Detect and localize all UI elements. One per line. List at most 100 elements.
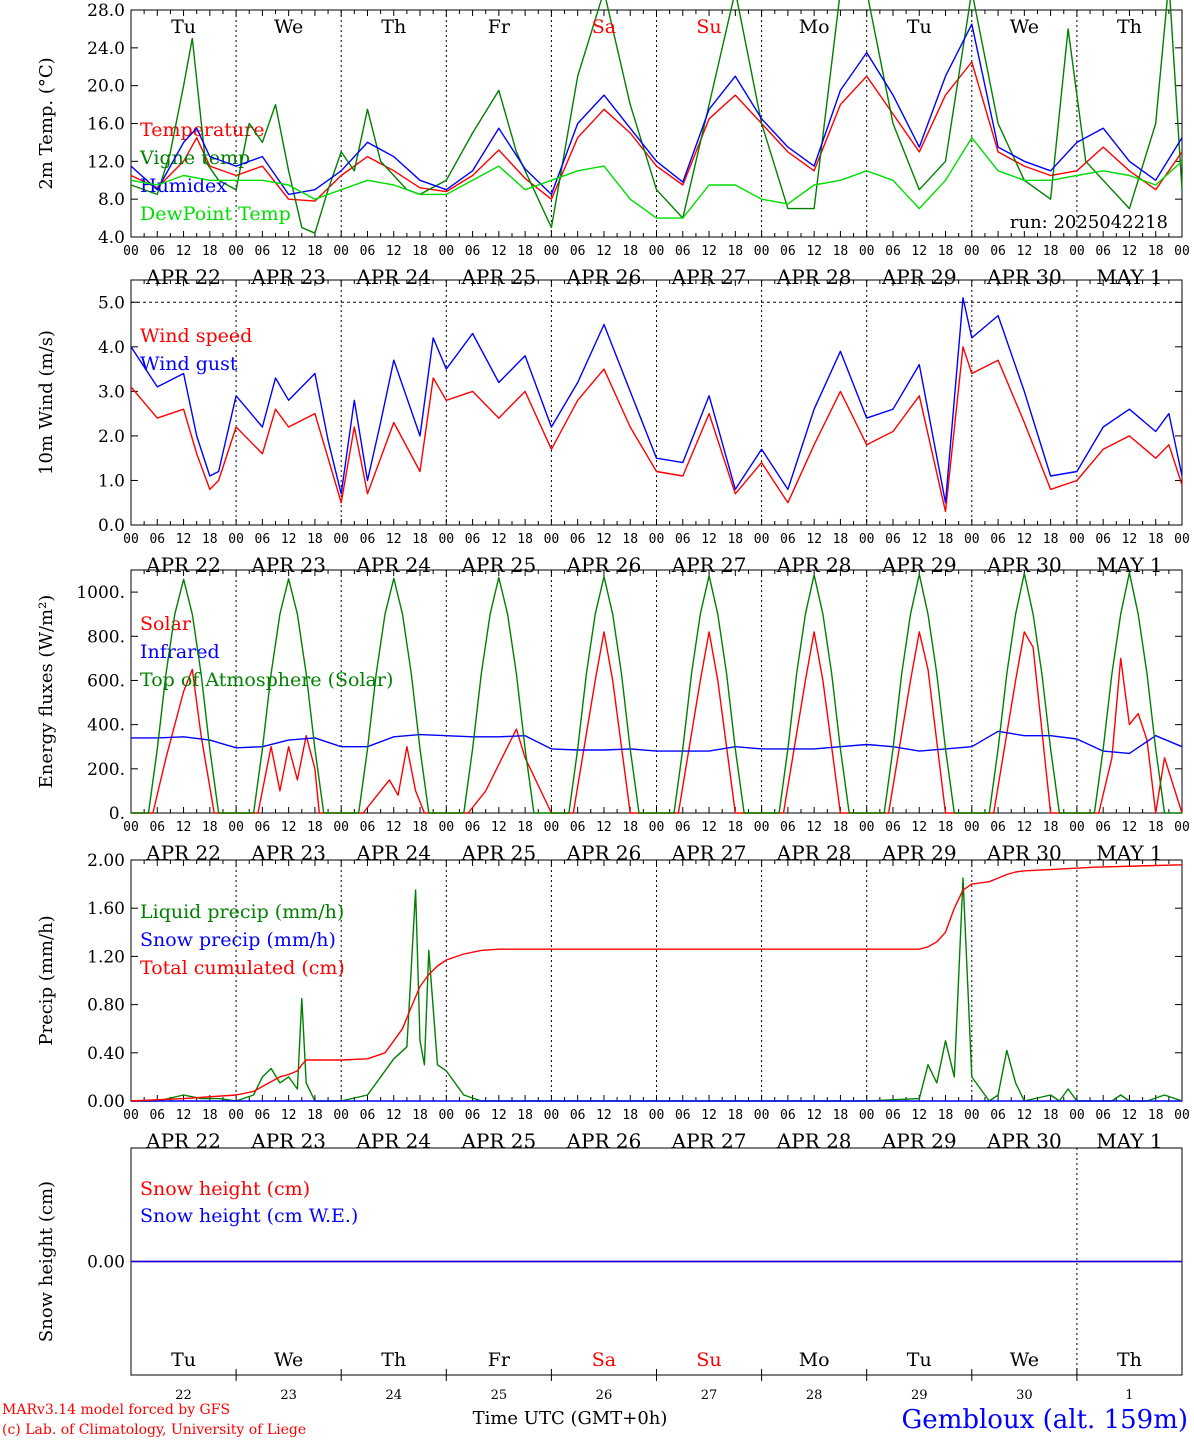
day-abbr-label: Th bbox=[381, 16, 406, 38]
hour-tick-label: 18 bbox=[307, 1108, 323, 1123]
hour-tick-label: 00 bbox=[754, 820, 770, 835]
day-number-label: 1 bbox=[1125, 1388, 1133, 1403]
hour-tick-label: 18 bbox=[307, 244, 323, 259]
day-abbr-label: We bbox=[1010, 16, 1039, 38]
run-label: run: 2025042218 bbox=[1010, 212, 1168, 233]
legend-entry: Total cumulated (cm) bbox=[140, 957, 345, 979]
y-axis-title: Precip (mm/h) bbox=[36, 915, 57, 1045]
hour-tick-label: 06 bbox=[255, 1108, 271, 1123]
footer-model: MARv3.14 model forced by GFS bbox=[2, 1402, 230, 1418]
day-abbr-label: We bbox=[1010, 1349, 1039, 1371]
day-number-label: 23 bbox=[280, 1388, 297, 1403]
hour-tick-label: 06 bbox=[1095, 244, 1111, 259]
hour-tick-label: 00 bbox=[754, 244, 770, 259]
panels: 4.08.012.016.020.024.028.02m Temp. (°C) T… bbox=[36, 0, 1190, 1403]
hour-tick-label: 00 bbox=[123, 1108, 139, 1123]
hour-tick-label: 00 bbox=[333, 244, 349, 259]
hour-tick-label: 06 bbox=[570, 532, 586, 547]
hour-tick-label: 12 bbox=[1122, 532, 1138, 547]
date-label: APR 29 bbox=[881, 1129, 957, 1153]
series-line-infrared bbox=[131, 730, 1183, 755]
hour-tick-label: 12 bbox=[281, 244, 297, 259]
hour-tick-label: 12 bbox=[1122, 1108, 1138, 1123]
y-tick-label: 20.0 bbox=[87, 77, 125, 97]
y-tick-label: 8.0 bbox=[98, 190, 125, 210]
hour-tick-label: 00 bbox=[228, 244, 244, 259]
hour-tick-label: 06 bbox=[675, 1108, 691, 1123]
hour-tick-label: 12 bbox=[491, 1108, 507, 1123]
hour-tick-label: 12 bbox=[701, 532, 717, 547]
hour-tick-label: 18 bbox=[938, 532, 954, 547]
hour-tick-label: 18 bbox=[1148, 532, 1164, 547]
series-line-total-cumulated-cm- bbox=[130, 864, 1183, 1102]
hour-tick-label: 12 bbox=[386, 244, 402, 259]
hour-tick-label: 06 bbox=[149, 820, 165, 835]
hour-tick-label: 06 bbox=[255, 820, 271, 835]
hour-tick-label: 06 bbox=[149, 532, 165, 547]
hour-tick-label: 06 bbox=[465, 1108, 481, 1123]
hour-tick-label: 00 bbox=[438, 1108, 454, 1123]
hour-tick-label: 00 bbox=[1069, 820, 1085, 835]
date-label: APR 25 bbox=[460, 1129, 536, 1153]
y-tick-label: 24.0 bbox=[87, 39, 125, 59]
hour-tick-label: 00 bbox=[544, 820, 560, 835]
hour-tick-label: 00 bbox=[438, 532, 454, 547]
day-number-label: 29 bbox=[911, 1388, 928, 1403]
day-abbr-label: We bbox=[274, 1349, 303, 1371]
y-tick-label: 4.0 bbox=[98, 228, 125, 248]
y-tick-label: 2.00 bbox=[87, 851, 125, 871]
y-tick-label: 1.60 bbox=[87, 899, 125, 919]
hour-tick-label: 18 bbox=[412, 532, 428, 547]
hour-tick-label: 00 bbox=[1174, 532, 1190, 547]
day-number-label: 28 bbox=[806, 1388, 823, 1403]
y-tick-label: 400. bbox=[87, 716, 125, 736]
hour-tick-label: 18 bbox=[517, 1108, 533, 1123]
y-tick-label: 2.0 bbox=[98, 427, 125, 447]
hour-tick-label: 00 bbox=[333, 1108, 349, 1123]
hour-tick-label: 06 bbox=[885, 532, 901, 547]
series-line-humidex bbox=[130, 23, 1183, 196]
y-tick-label: 0.80 bbox=[87, 996, 125, 1016]
hour-tick-label: 06 bbox=[360, 532, 376, 547]
hour-tick-label: 00 bbox=[649, 820, 665, 835]
hour-tick-label: 00 bbox=[544, 532, 560, 547]
hour-tick-label: 18 bbox=[307, 820, 323, 835]
panel-4: 0.00 Snow height (cm) Snow height (cm) Snow… bbox=[36, 1147, 1183, 1403]
day-abbr-label: Mo bbox=[799, 1349, 830, 1371]
hour-tick-label: 00 bbox=[754, 1108, 770, 1123]
hour-tick-label: 00 bbox=[964, 1108, 980, 1123]
hour-tick-label: 00 bbox=[859, 1108, 875, 1123]
hour-tick-label: 06 bbox=[990, 532, 1006, 547]
hour-tick-label: 18 bbox=[1043, 244, 1059, 259]
hour-tick-label: 06 bbox=[570, 1108, 586, 1123]
hour-tick-label: 12 bbox=[1017, 820, 1033, 835]
day-abbr-label: Th bbox=[1117, 1349, 1142, 1371]
hour-tick-label: 00 bbox=[649, 244, 665, 259]
day-abbr-label: Th bbox=[381, 1349, 406, 1371]
hour-tick-label: 18 bbox=[307, 532, 323, 547]
x-axis-title: Time UTC (GMT+0h) bbox=[473, 1408, 668, 1429]
y-tick-label: 1.0 bbox=[98, 471, 125, 491]
y-tick-label: 600. bbox=[87, 671, 125, 691]
hour-tick-label: 12 bbox=[491, 532, 507, 547]
y-tick-label: 0. bbox=[109, 804, 125, 824]
legend-entry: Snow precip (mm/h) bbox=[140, 929, 336, 951]
hour-tick-label: 06 bbox=[675, 244, 691, 259]
hour-tick-label: 18 bbox=[412, 1108, 428, 1123]
hour-tick-label: 06 bbox=[675, 820, 691, 835]
hour-tick-label: 00 bbox=[1174, 1108, 1190, 1123]
series-line-temperature bbox=[130, 61, 1183, 202]
y-tick-label: 0.00 bbox=[87, 1253, 125, 1273]
day-abbr-label: Tu bbox=[907, 16, 932, 38]
hour-tick-label: 06 bbox=[465, 532, 481, 547]
y-tick-label: 4.0 bbox=[98, 338, 125, 358]
date-label: APR 23 bbox=[250, 1129, 326, 1153]
hour-tick-label: 12 bbox=[911, 820, 927, 835]
hour-tick-label: 18 bbox=[517, 532, 533, 547]
hour-tick-label: 00 bbox=[964, 244, 980, 259]
y-axis-title: Energy fluxes (W/m²) bbox=[36, 595, 57, 789]
hour-tick-label: 00 bbox=[544, 244, 560, 259]
legend-entry: Infrared bbox=[140, 641, 220, 663]
series-line-top-of-atmosphere-solar- bbox=[131, 572, 1182, 814]
date-label: APR 24 bbox=[355, 1129, 431, 1153]
